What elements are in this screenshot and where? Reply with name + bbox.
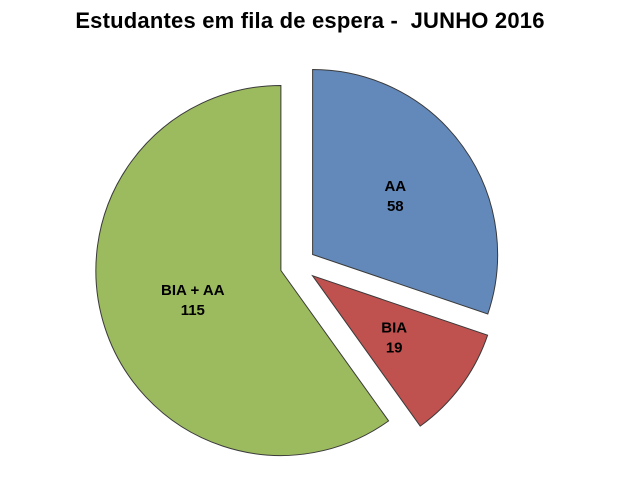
slice-label-bia: BIA 19 [381, 319, 407, 356]
chart-title: Estudantes em fila de espera - JUNHO 201… [75, 8, 545, 33]
pie-slice-bia-aa [95, 84, 390, 456]
pie-slice-bia [311, 274, 489, 427]
pie-slice-aa [312, 68, 499, 315]
slice-label-aa: AA 58 [384, 178, 406, 215]
slice-label-bia-aa: BIA + AA 115 [161, 282, 225, 319]
